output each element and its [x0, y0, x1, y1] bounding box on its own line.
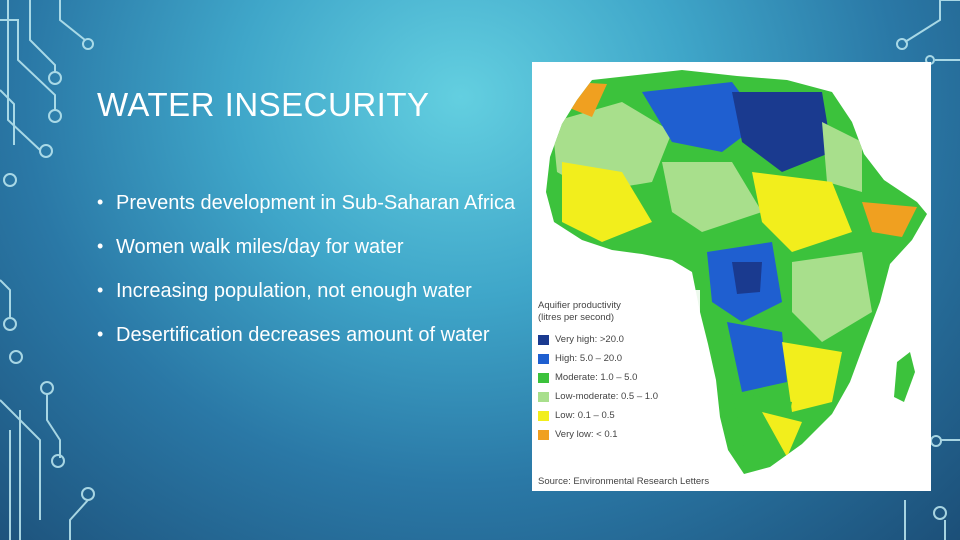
legend-label: Moderate: 1.0 – 5.0 [555, 372, 638, 383]
legend-swatch [538, 353, 549, 364]
bullet-text: Increasing population, not enough water [116, 280, 472, 302]
legend-item: Very low: < 0.1 [538, 425, 658, 444]
bullet-dot: • [97, 192, 104, 212]
bullet-text: Prevents development in Sub-Saharan Afri… [116, 192, 516, 214]
legend-label: Very low: < 0.1 [555, 429, 618, 440]
map-legend: Aquifier productivity (litres per second… [538, 300, 658, 444]
bullet-text: Desertification decreases amount of wate… [116, 324, 490, 346]
legend-title-line: Aquifier productivity [538, 300, 621, 311]
africa-map-image [532, 70, 927, 491]
bullet-dot: • [97, 280, 104, 300]
bullet-item: • Prevents development in Sub-Saharan Af… [97, 186, 537, 220]
legend-label: Very high: >20.0 [555, 334, 624, 345]
legend-item: Moderate: 1.0 – 5.0 [538, 368, 658, 387]
bullet-list: • Prevents development in Sub-Saharan Af… [97, 186, 537, 362]
map-source: Source: Environmental Research Letters [538, 476, 710, 487]
bullet-item: • Increasing population, not enough wate… [97, 274, 537, 308]
legend-title-line: (litres per second) [538, 312, 615, 323]
bullet-dot: • [97, 236, 104, 256]
africa-aquifer-map: Aquifier productivity (litres per second… [532, 62, 931, 491]
legend-item: Low-moderate: 0.5 – 1.0 [538, 387, 658, 406]
legend-item: Low: 0.1 – 0.5 [538, 406, 658, 425]
bullet-item: • Women walk miles/day for water [97, 230, 537, 264]
legend-swatch [538, 410, 549, 421]
legend-item: Very high: >20.0 [538, 330, 658, 349]
bullet-item: • Desertification decreases amount of wa… [97, 318, 537, 352]
legend-swatch [538, 391, 549, 402]
slide-title: WATER INSECURITY [97, 86, 430, 123]
bullet-dot: • [97, 324, 104, 344]
legend-title: Aquifier productivity (litres per second… [538, 300, 658, 324]
legend-label: Low-moderate: 0.5 – 1.0 [555, 391, 658, 402]
legend-label: High: 5.0 – 20.0 [555, 353, 623, 364]
legend-item: High: 5.0 – 20.0 [538, 349, 658, 368]
legend-swatch [538, 372, 549, 383]
bullet-text: Women walk miles/day for water [116, 236, 404, 258]
legend-swatch [538, 429, 549, 440]
legend-label: Low: 0.1 – 0.5 [555, 410, 615, 421]
legend-swatch [538, 334, 549, 345]
